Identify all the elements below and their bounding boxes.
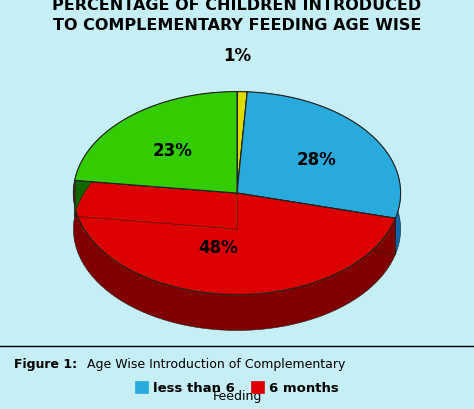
Legend: less than 6, 6 months: less than 6, 6 months (129, 376, 345, 400)
Polygon shape (75, 92, 237, 216)
Text: Feeding: Feeding (212, 390, 262, 403)
Polygon shape (247, 92, 401, 254)
Text: 48%: 48% (199, 239, 238, 257)
Text: 23%: 23% (152, 142, 192, 160)
Text: Age Wise Introduction of Complementary: Age Wise Introduction of Complementary (83, 358, 346, 371)
Polygon shape (237, 92, 247, 128)
Text: TO COMPLEMENTARY FEEDING AGE WISE: TO COMPLEMENTARY FEEDING AGE WISE (53, 18, 421, 33)
Polygon shape (237, 92, 401, 218)
Polygon shape (237, 92, 247, 193)
Polygon shape (73, 180, 395, 294)
Text: 28%: 28% (297, 151, 336, 169)
Polygon shape (75, 92, 237, 193)
Text: 1%: 1% (223, 47, 251, 65)
Polygon shape (73, 180, 395, 330)
Text: Figure 1:: Figure 1: (14, 358, 77, 371)
Text: PERCENTAGE OF CHILDREN INTRODUCED: PERCENTAGE OF CHILDREN INTRODUCED (52, 0, 422, 13)
